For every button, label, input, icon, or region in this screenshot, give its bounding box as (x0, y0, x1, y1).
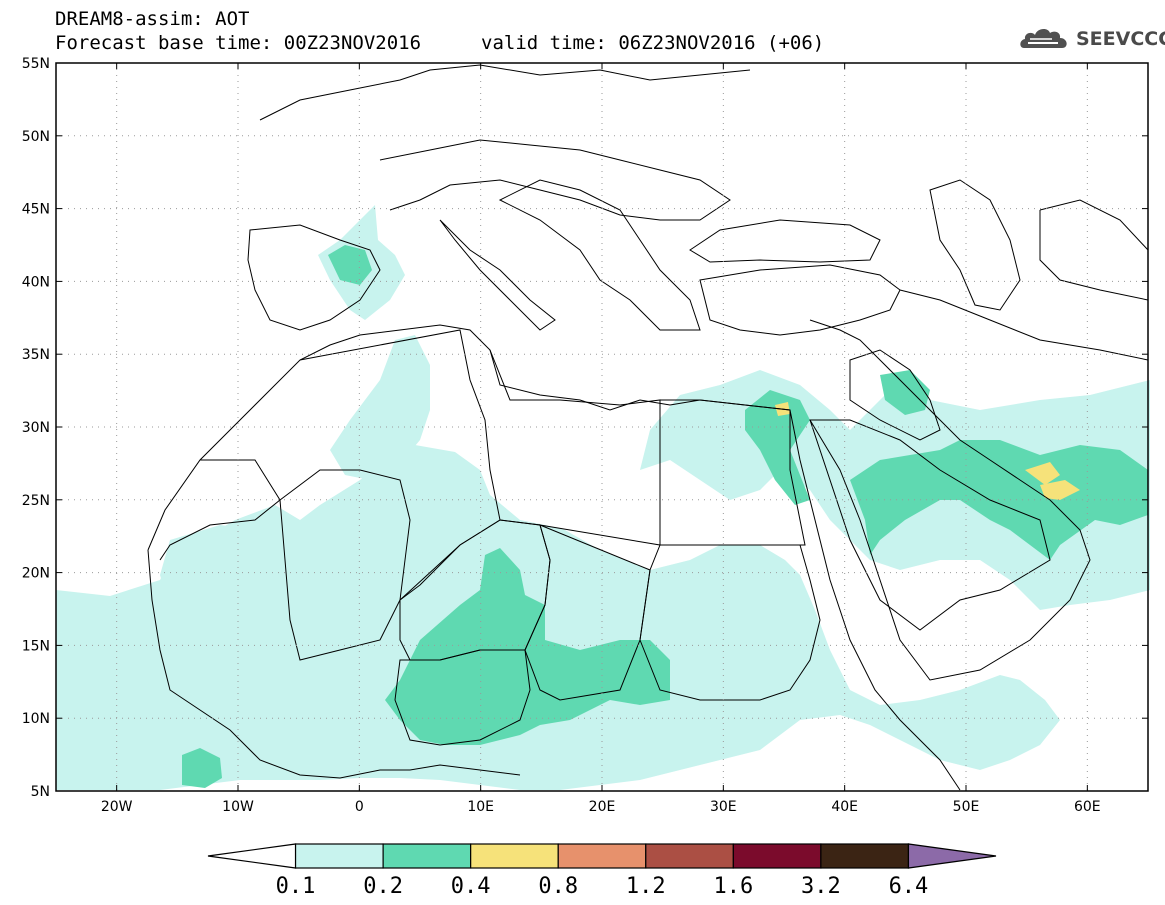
aot-band-mid-guinea (182, 748, 222, 788)
coastline-east-africa (789, 409, 961, 791)
coastline-arabia (809, 319, 1091, 681)
lat-lon-grid (56, 63, 1148, 791)
aot-band-low-west-africa (56, 445, 1060, 790)
border-egypt (660, 399, 806, 546)
lat-tick-label: 35N (22, 347, 50, 363)
border-iraq (849, 349, 941, 441)
coastline-black-sea (689, 219, 881, 263)
border-libya (489, 349, 661, 546)
aot-band-mid-sahel (385, 548, 670, 745)
coastline-iberia (247, 224, 381, 331)
lon-tick-label: 30E (710, 799, 737, 815)
aot-band-mid-red-sea (745, 390, 810, 505)
colorbar-under-triangle (207, 843, 297, 869)
lon-tick-label: 20E (589, 799, 616, 815)
lon-tick-label: 40E (831, 799, 858, 815)
colorbar-swatch (470, 843, 559, 869)
colorbar-label: 1.6 (713, 874, 753, 899)
lat-tick-label: 50N (22, 129, 50, 145)
colorbar-swatch (732, 843, 822, 869)
border-europe-internal (379, 139, 731, 221)
colorbar-swatch (557, 843, 647, 869)
aot-band-low-sahel-west (160, 525, 280, 615)
colorbar-label: 3.2 (801, 874, 841, 899)
aot-shading (56, 205, 1150, 790)
border-algeria (299, 329, 501, 601)
border-nigeria (394, 649, 531, 746)
axis-ticks: 20W 10W 0 10E 20E 30E 40E 50E 60E 5N 10N 15N 20N 25N 3… (22, 56, 1148, 815)
colorbar-label: 0.2 (363, 874, 403, 899)
lat-tick-label: 10N (22, 711, 50, 727)
border-central-asia (1039, 199, 1149, 301)
lon-tick-label: 10E (467, 799, 494, 815)
lat-tick-label: 20N (22, 566, 50, 582)
cloud-icon (1020, 29, 1067, 48)
colorbar-swatch (645, 843, 734, 869)
lon-tick-label: 60E (1074, 799, 1101, 815)
lat-tick-label: 25N (22, 493, 50, 509)
colorbar-label: 1.2 (626, 874, 666, 899)
aot-band-high-uae (1025, 462, 1060, 485)
colorbar-swatch (382, 843, 472, 869)
colorbar: 0.1 0.2 0.4 0.8 1.2 1.6 3.2 6.4 (207, 843, 997, 899)
map-title: DREAM8-assim: AOT (55, 8, 250, 30)
border-niger (399, 519, 551, 661)
lat-tick-label: 45N (22, 202, 50, 218)
coastline-italy (439, 219, 556, 331)
colorbar-label: 0.8 (538, 874, 578, 899)
colorbar-swatch (294, 843, 384, 869)
lon-tick-label: 20W (101, 799, 133, 815)
coastline-caspian (929, 179, 1021, 311)
colorbar-label: 0.4 (451, 874, 491, 899)
border-western-sahara (159, 459, 281, 561)
time-info: Forecast base time: 00Z23NOV2016 valid ti… (55, 32, 824, 54)
border-iran (899, 289, 1149, 361)
border-saudi (809, 419, 1051, 631)
colorbar-label: 0.1 (276, 874, 316, 899)
lon-tick-label: 0 (355, 799, 364, 815)
colorbar-over-triangle (907, 843, 997, 869)
coastline-europe-north (259, 64, 751, 121)
lon-tick-label: 50E (953, 799, 980, 815)
seevccc-logo: SEEVCCC (1018, 22, 1165, 56)
lat-tick-label: 55N (22, 56, 50, 72)
aot-band-high-oman (1040, 480, 1080, 500)
lon-tick-label: 10W (222, 799, 254, 815)
aot-band-low-morocco (330, 335, 430, 480)
coastline-west-africa (147, 549, 521, 779)
aot-band-mid-ebro (328, 245, 372, 285)
colorbar-label: 6.4 (889, 874, 929, 899)
logo-text: SEEVCCC (1076, 28, 1165, 50)
lat-tick-label: 15N (22, 638, 50, 654)
valid-time: valid time: 06Z23NOV2016 (+06) (481, 32, 825, 54)
lat-tick-label: 40N (22, 274, 50, 290)
base-time: Forecast base time: 00Z23NOV2016 (55, 32, 422, 54)
country-borders (147, 64, 1149, 791)
lat-tick-label: 5N (31, 784, 50, 800)
colorbar-swatch (820, 843, 910, 869)
coastline-balkans-greece (498, 179, 701, 331)
lat-tick-label: 30N (22, 420, 50, 436)
coastline-turkey (699, 264, 901, 336)
